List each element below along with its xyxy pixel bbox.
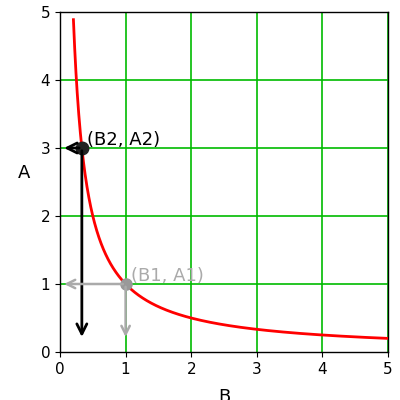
X-axis label: B: B bbox=[218, 388, 230, 400]
Text: (B1, A1): (B1, A1) bbox=[131, 266, 204, 285]
Text: (B2, A2): (B2, A2) bbox=[87, 130, 160, 149]
Y-axis label: A: A bbox=[18, 164, 30, 182]
